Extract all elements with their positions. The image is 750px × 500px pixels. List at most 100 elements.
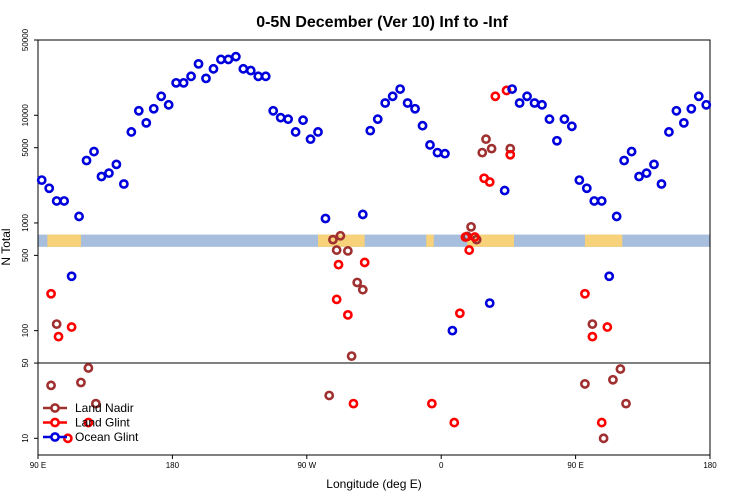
ocean-glint-point bbox=[178, 77, 189, 88]
land-glint-point bbox=[602, 322, 613, 332]
ocean-glint-point bbox=[81, 155, 92, 166]
ocean-glint-point bbox=[656, 179, 667, 189]
ocean-glint-point bbox=[634, 171, 644, 182]
ocean-glint-point bbox=[283, 114, 294, 125]
ocean-glint-point bbox=[118, 179, 129, 189]
ocean-glint-point bbox=[133, 105, 144, 116]
land-nadir-point bbox=[342, 246, 353, 256]
ocean-glint-point bbox=[641, 168, 652, 179]
ocean-glint-point bbox=[544, 114, 555, 125]
y-tick-label: 50 bbox=[21, 358, 30, 367]
land-nadir-point bbox=[76, 377, 86, 388]
land-nadir-point bbox=[335, 230, 346, 241]
ocean-glint-point bbox=[148, 103, 159, 114]
ocean-glint-point bbox=[649, 159, 659, 170]
y-axis: 10 50 100 500 1000 5000 10000 50000 bbox=[21, 28, 38, 443]
land-nadir-point bbox=[466, 221, 476, 232]
ocean-glint-point bbox=[298, 115, 308, 126]
x-tick-label: 90 E bbox=[30, 461, 46, 470]
ocean-glint-point bbox=[268, 105, 279, 116]
y-tick-label: 50000 bbox=[21, 28, 30, 51]
ocean-glint-point bbox=[44, 183, 55, 194]
ocean-glint-point bbox=[208, 63, 219, 74]
land-nadir-point bbox=[352, 277, 363, 288]
land-nadir-point bbox=[615, 364, 626, 374]
land-glint-point bbox=[66, 322, 77, 332]
ocean-glint-point bbox=[96, 171, 107, 182]
land-nadir-point bbox=[486, 143, 497, 154]
ocean-glint-point bbox=[163, 99, 174, 110]
land-nadir-point bbox=[324, 390, 335, 401]
x-tick-label: 0 bbox=[439, 461, 444, 470]
ocean-glint-point bbox=[619, 155, 630, 166]
ocean-glint-point bbox=[611, 211, 622, 222]
land-span bbox=[47, 234, 81, 247]
land-mask-band bbox=[38, 234, 710, 247]
ocean-glint-point bbox=[402, 98, 413, 108]
ocean-glint-point bbox=[693, 91, 704, 102]
land-glint-point bbox=[46, 288, 56, 299]
ocean-glint-point bbox=[245, 65, 256, 76]
legend-marker-land-nadir bbox=[50, 403, 60, 413]
land-nadir-point bbox=[587, 319, 598, 329]
ocean-band bbox=[38, 234, 710, 247]
x-tick-label: 90 E bbox=[567, 461, 583, 470]
ocean-glint-point bbox=[566, 121, 577, 132]
x-tick-label: 180 bbox=[166, 461, 180, 470]
land-glint-point bbox=[83, 417, 94, 428]
y-tick-label: 100 bbox=[21, 323, 30, 337]
ocean-glint-point bbox=[596, 196, 607, 206]
land-span bbox=[426, 234, 434, 247]
land-glint-point bbox=[501, 85, 512, 96]
ocean-glint-point bbox=[678, 117, 689, 128]
land-nadir-point bbox=[621, 398, 631, 409]
land-nadir-point bbox=[346, 351, 357, 362]
land-glint-point bbox=[464, 245, 475, 255]
ocean-glint-point bbox=[104, 168, 114, 179]
x-tick-label: 90 W bbox=[297, 461, 316, 470]
land-span bbox=[318, 234, 365, 247]
land-glint-point bbox=[449, 417, 460, 428]
legend-label-land-nadir: Land Nadir bbox=[75, 401, 134, 415]
ocean-glint-point bbox=[701, 99, 712, 110]
ocean-glint-point bbox=[604, 271, 615, 282]
ocean-glint-point bbox=[552, 135, 562, 146]
ocean-glint-point bbox=[380, 98, 391, 108]
x-tick-label: 180 bbox=[703, 461, 717, 470]
land-glint-point bbox=[587, 331, 598, 342]
land-nadir-point bbox=[608, 374, 618, 385]
ocean-glint-point bbox=[260, 71, 271, 82]
land-glint-point bbox=[580, 288, 590, 299]
land-nadir-point bbox=[51, 319, 62, 329]
land-glint-point bbox=[490, 91, 501, 102]
ocean-glint-point bbox=[365, 125, 376, 136]
land-glint-point bbox=[62, 433, 73, 444]
land-nadir-point bbox=[477, 147, 488, 158]
ocean-glint-point bbox=[559, 114, 570, 125]
ocean-glint-point bbox=[664, 127, 674, 137]
legend-marker-land-glint bbox=[50, 417, 60, 428]
ocean-glint-point bbox=[417, 120, 428, 131]
ocean-glint-point bbox=[36, 175, 47, 185]
ocean-glint-point bbox=[372, 114, 383, 125]
ocean-glint-point bbox=[201, 73, 211, 84]
plot-frame bbox=[37, 39, 711, 456]
ocean-glint-point bbox=[671, 105, 682, 116]
land-glint-point bbox=[342, 309, 353, 320]
ocean-glint-point bbox=[537, 99, 547, 110]
land-glint-point bbox=[469, 232, 480, 242]
y-tick-label: 10000 bbox=[21, 104, 30, 127]
ocean-glint-point bbox=[74, 211, 84, 222]
land-glint-point bbox=[426, 398, 437, 409]
legend-label-land-glint: Land Glint bbox=[75, 416, 130, 430]
land-nadir-point bbox=[481, 134, 491, 145]
land-glint-point bbox=[348, 398, 359, 409]
y-tick-label: 10 bbox=[21, 433, 30, 442]
land-nadir-point bbox=[331, 245, 342, 255]
ocean-glint-point bbox=[514, 98, 525, 108]
land-nadir-point bbox=[90, 398, 101, 409]
ocean-glint-point bbox=[89, 146, 99, 157]
ocean-glint-point bbox=[581, 183, 592, 194]
